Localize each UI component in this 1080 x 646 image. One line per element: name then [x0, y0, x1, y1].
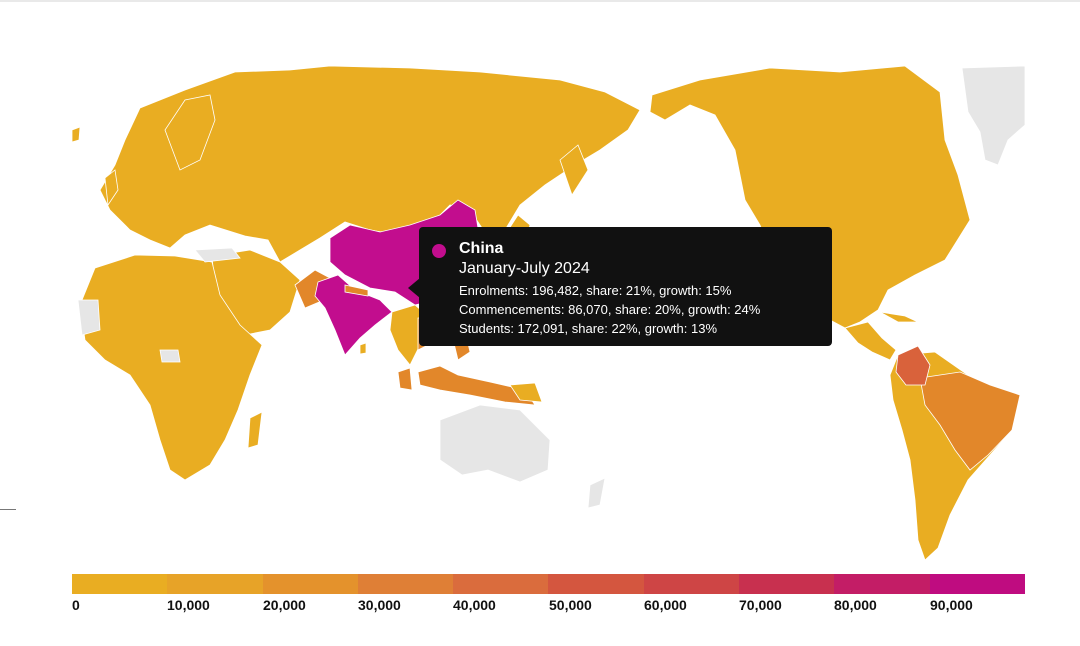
legend-label: 50,000 — [549, 597, 592, 613]
legend-label: 0 — [72, 597, 80, 613]
tooltip-country-name: China — [459, 240, 504, 257]
legend-label: 40,000 — [453, 597, 496, 613]
legend-label: 10,000 — [167, 597, 210, 613]
australia[interactable] — [439, 404, 551, 483]
tooltip-enrolments: Enrolments: 196,482, share: 21%, growth:… — [459, 283, 732, 298]
malaysia[interactable] — [397, 367, 413, 391]
scandinavia[interactable] — [164, 94, 216, 171]
legend-label: 80,000 — [834, 597, 877, 613]
nepal[interactable] — [344, 284, 369, 297]
western-sahara[interactable] — [77, 299, 101, 336]
legend-label: 60,000 — [644, 597, 687, 613]
north-america[interactable] — [649, 65, 971, 329]
madagascar[interactable] — [247, 411, 263, 449]
papua-new-guinea[interactable] — [509, 382, 543, 403]
legend-swatch — [548, 574, 644, 594]
central-america[interactable] — [844, 321, 897, 361]
legend-swatch — [643, 574, 740, 594]
legend-label: 70,000 — [739, 597, 782, 613]
side-tick-mark — [0, 509, 16, 510]
legend-swatch — [834, 574, 930, 594]
legend-labels: 0 10,000 20,000 30,000 40,000 50,000 60,000 70,… — [72, 597, 1025, 617]
black-sea — [194, 247, 241, 263]
sri-lanka[interactable] — [359, 342, 367, 355]
uk[interactable] — [104, 169, 119, 207]
tooltip-students: Students: 172,091, share: 22%, growth: 1… — [459, 321, 718, 336]
legend-swatch — [739, 574, 835, 594]
country-tooltip: China January-July 2024 Enrolments: 196,… — [419, 227, 832, 346]
brazil[interactable] — [919, 371, 1021, 471]
kamchatka[interactable] — [559, 144, 589, 196]
cuba[interactable] — [879, 311, 919, 323]
greenland[interactable] — [961, 65, 1026, 166]
legend-swatch — [72, 574, 168, 594]
top-border — [0, 0, 1080, 2]
tooltip-period: January-July 2024 — [459, 260, 590, 277]
new-zealand[interactable] — [587, 477, 606, 509]
tooltip-color-dot — [432, 244, 446, 258]
color-legend — [72, 574, 1025, 594]
tooltip-commencements: Commencements: 86,070, share: 20%, growt… — [459, 302, 761, 317]
indonesia[interactable] — [417, 365, 536, 406]
lake-victoria — [159, 349, 181, 363]
legend-label: 90,000 — [930, 597, 973, 613]
colombia[interactable] — [895, 345, 931, 386]
legend-swatch — [262, 574, 358, 594]
legend-swatch — [357, 574, 454, 594]
africa[interactable] — [79, 254, 263, 481]
legend-label: 30,000 — [358, 597, 401, 613]
iceland[interactable] — [71, 126, 81, 143]
legend-swatch — [167, 574, 263, 594]
legend-swatch — [929, 574, 1025, 594]
legend-label: 20,000 — [263, 597, 306, 613]
legend-swatch — [453, 574, 549, 594]
tooltip-pointer — [408, 278, 420, 298]
